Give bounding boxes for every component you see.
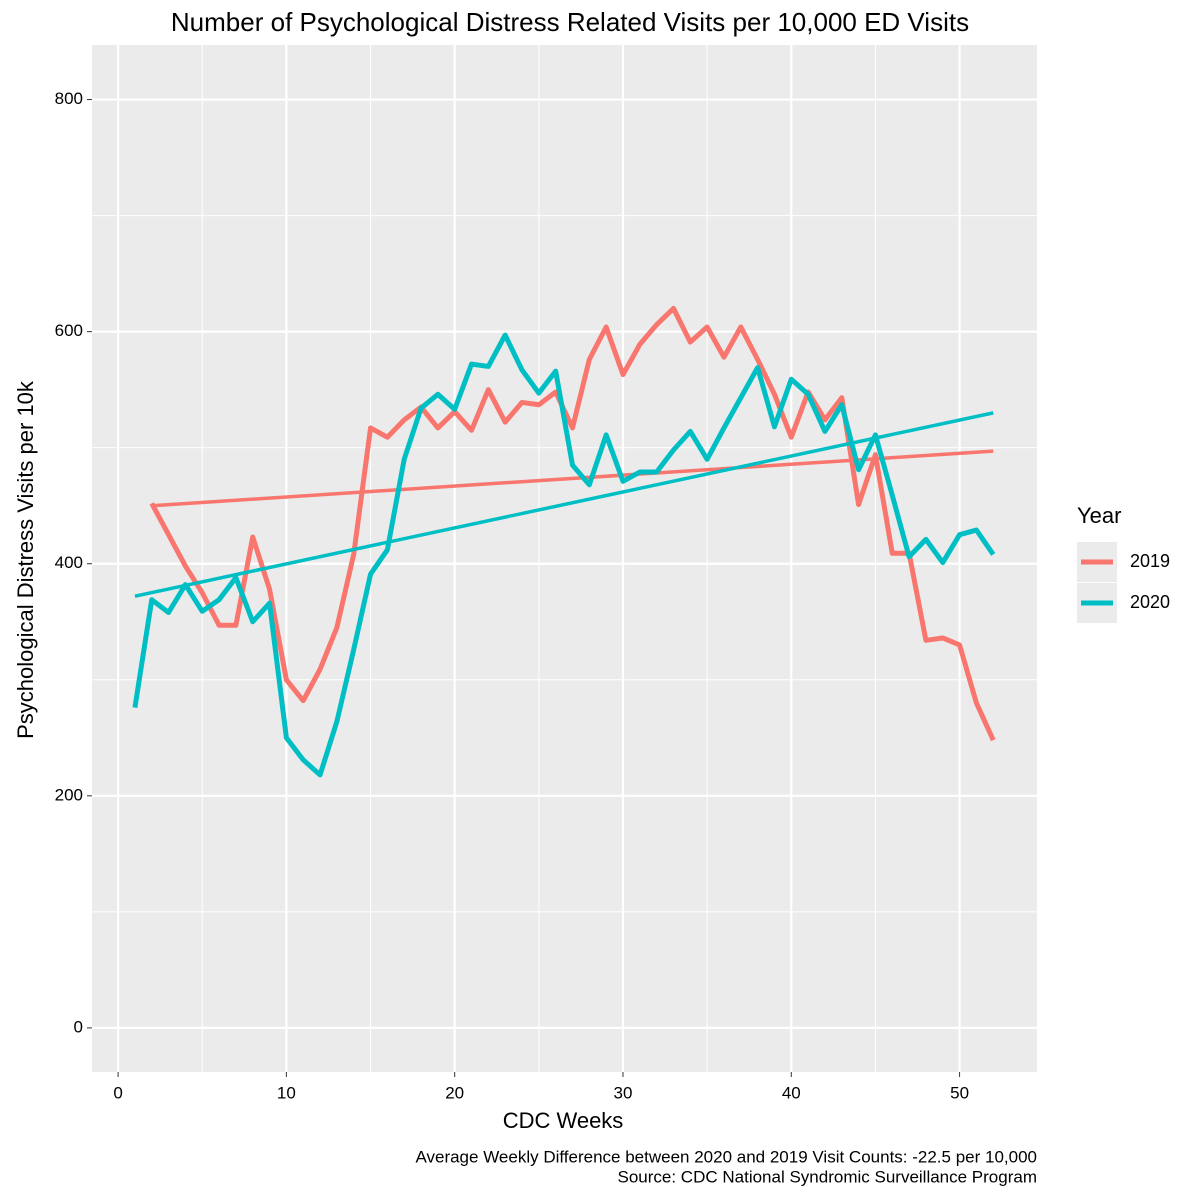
legend-label: 2020	[1130, 592, 1170, 612]
caption: Source: CDC National Syndromic Surveilla…	[618, 1167, 1038, 1186]
x-tick-label: 40	[782, 1083, 801, 1102]
x-axis-title: CDC Weeks	[503, 1108, 624, 1133]
x-tick-label: 10	[277, 1083, 296, 1102]
data-line	[132, 332, 996, 778]
y-tick-label: 600	[55, 321, 83, 340]
y-tick-label: 0	[74, 1017, 83, 1036]
y-axis-title: Psychological Distress Visits per 10k	[13, 380, 38, 739]
legend-label: 2019	[1130, 551, 1170, 571]
y-tick-label: 400	[55, 553, 83, 572]
plot-panel	[92, 45, 1037, 1072]
caption: Average Weekly Difference between 2020 a…	[415, 1147, 1037, 1166]
y-tick-label: 200	[55, 785, 83, 804]
x-tick-label: 20	[445, 1083, 464, 1102]
x-tick-label: 30	[614, 1083, 633, 1102]
x-tick-label: 50	[950, 1083, 969, 1102]
x-tick-label: 0	[113, 1083, 122, 1102]
legend-title: Year	[1077, 503, 1121, 528]
trend-line	[151, 449, 994, 508]
data-line	[149, 305, 996, 742]
trend-line	[134, 411, 994, 598]
chart-title: Number of Psychological Distress Related…	[171, 7, 969, 37]
y-tick-label: 800	[55, 89, 83, 108]
